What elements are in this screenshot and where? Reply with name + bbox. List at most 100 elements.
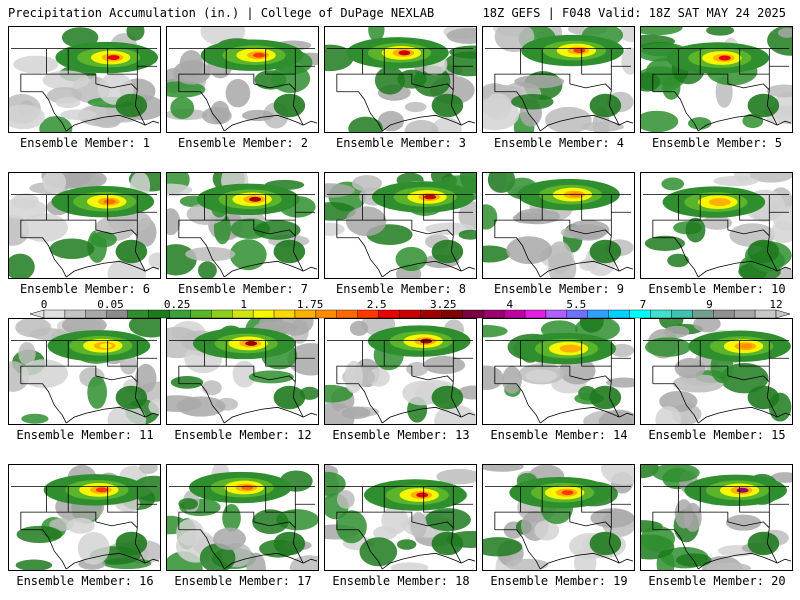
colorbar-tick-label: 0.25 bbox=[163, 298, 191, 311]
colorbar-tick-label: 0 bbox=[40, 298, 48, 311]
ensemble-member-panel bbox=[8, 318, 161, 425]
precip-map bbox=[483, 319, 634, 424]
ensemble-member-label: Ensemble Member: 9 bbox=[493, 282, 625, 296]
ensemble-member-panel bbox=[482, 26, 635, 133]
precip-map bbox=[167, 173, 318, 278]
colorbar-bin bbox=[85, 309, 107, 319]
ensemble-member-panel bbox=[166, 318, 319, 425]
colorbar-bin bbox=[524, 309, 547, 319]
colorbar-tick-label: 2.5 bbox=[366, 298, 387, 311]
ensemble-member-panel bbox=[640, 464, 793, 571]
precip-map bbox=[642, 319, 792, 424]
precip-map bbox=[9, 27, 160, 132]
colorbar-bin bbox=[232, 309, 254, 319]
ensemble-member-label: Ensemble Member: 5 bbox=[651, 136, 783, 150]
ensemble-member-label: Ensemble Member: 12 bbox=[174, 428, 312, 442]
map-title: Precipitation Accumulation (in.) | Colle… bbox=[8, 6, 435, 20]
colorbar-bin bbox=[148, 309, 170, 319]
ensemble-member-label: Ensemble Member: 6 bbox=[19, 282, 151, 296]
colorbar-tick-label: 1.75 bbox=[296, 298, 324, 311]
precip-map bbox=[325, 173, 476, 278]
ensemble-member-panel bbox=[166, 172, 319, 279]
precip-map bbox=[10, 465, 160, 570]
colorbar-bin bbox=[315, 309, 337, 319]
ensemble-member-panel bbox=[324, 172, 477, 279]
precip-map bbox=[325, 27, 476, 132]
precip-map bbox=[167, 319, 318, 424]
colorbar-bin bbox=[441, 309, 463, 319]
colorbar-bin bbox=[754, 309, 777, 319]
ensemble-member-panel bbox=[482, 172, 635, 279]
colorbar-bin bbox=[566, 309, 588, 319]
precip-map bbox=[325, 465, 476, 570]
colorbar-tick-label: 1 bbox=[240, 298, 247, 311]
ensemble-member-label: Ensemble Member: 4 bbox=[493, 136, 625, 150]
precipitation-colorbar bbox=[30, 309, 790, 319]
colorbar-bin bbox=[336, 309, 358, 319]
colorbar-bin bbox=[211, 309, 233, 319]
colorbar-tick-label: 0.05 bbox=[97, 298, 124, 311]
precip-map bbox=[9, 319, 160, 424]
precip-map bbox=[642, 173, 792, 278]
ensemble-member-label: Ensemble Member: 11 bbox=[16, 428, 154, 442]
ensemble-member-panel bbox=[166, 464, 319, 571]
colorbar-tick-label: 7 bbox=[639, 298, 647, 311]
colorbar-bin bbox=[462, 309, 484, 319]
precip-map bbox=[325, 319, 476, 424]
colorbar-bin bbox=[713, 309, 735, 319]
colorbar-tick-label: 5.5 bbox=[566, 298, 587, 311]
ensemble-member-label: Ensemble Member: 18 bbox=[332, 574, 470, 588]
ensemble-member-panel bbox=[640, 318, 793, 425]
ensemble-member-panel bbox=[324, 318, 477, 425]
colorbar-bin bbox=[503, 309, 526, 319]
colorbar-bin bbox=[671, 309, 693, 319]
ensemble-member-label: Ensemble Member: 8 bbox=[335, 282, 467, 296]
ensemble-member-label: Ensemble Member: 16 bbox=[16, 574, 154, 588]
colorbar-tick-label: 9 bbox=[706, 298, 713, 311]
precip-map bbox=[483, 465, 634, 570]
ensemble-member-panel bbox=[640, 172, 793, 279]
precip-map bbox=[483, 173, 634, 278]
precip-map bbox=[167, 27, 318, 132]
ensemble-member-panel bbox=[166, 26, 319, 133]
precip-map bbox=[483, 27, 634, 132]
colorbar-min-arrow bbox=[30, 309, 45, 319]
precip-map bbox=[9, 173, 160, 278]
colorbar-bin bbox=[357, 309, 379, 319]
ensemble-member-label: Ensemble Member: 3 bbox=[335, 136, 467, 150]
colorbar-bin bbox=[43, 309, 66, 319]
ensemble-member-panel bbox=[324, 464, 477, 571]
ensemble-member-panel bbox=[482, 318, 635, 425]
ensemble-member-panel bbox=[482, 464, 635, 571]
colorbar-bin bbox=[127, 309, 149, 319]
colorbar-max-arrow bbox=[775, 309, 790, 319]
precip-map bbox=[167, 465, 318, 570]
colorbar-bin bbox=[483, 309, 505, 319]
colorbar-bin bbox=[378, 309, 400, 319]
colorbar-tick-label: 4 bbox=[506, 298, 514, 311]
ensemble-member-label: Ensemble Member: 1 bbox=[19, 136, 151, 150]
ensemble-member-panel bbox=[324, 26, 477, 133]
colorbar-tick-label: 3.25 bbox=[430, 298, 457, 311]
colorbar-bin bbox=[692, 309, 714, 319]
colorbar-bin bbox=[629, 309, 651, 319]
ensemble-member-label: Ensemble Member: 19 bbox=[490, 574, 628, 588]
ensemble-member-label: Ensemble Member: 15 bbox=[648, 428, 786, 442]
colorbar-bin bbox=[608, 309, 630, 319]
colorbar-bin bbox=[169, 309, 191, 319]
colorbar-bin bbox=[587, 309, 609, 319]
colorbar-bin bbox=[64, 309, 87, 319]
colorbar-bin bbox=[420, 309, 442, 319]
colorbar-bin bbox=[273, 309, 296, 319]
colorbar-bin bbox=[650, 309, 672, 319]
ensemble-member-panel bbox=[8, 26, 161, 133]
ensemble-member-panel bbox=[8, 464, 161, 571]
ensemble-member-label: Ensemble Member: 10 bbox=[648, 282, 786, 296]
ensemble-member-label: Ensemble Member: 13 bbox=[332, 428, 470, 442]
ensemble-member-label: Ensemble Member: 17 bbox=[174, 574, 312, 588]
ensemble-member-panel bbox=[640, 26, 793, 133]
colorbar-bin bbox=[294, 309, 317, 319]
colorbar-bin bbox=[190, 309, 212, 319]
colorbar-bin bbox=[252, 309, 275, 319]
precip-map bbox=[641, 27, 792, 132]
